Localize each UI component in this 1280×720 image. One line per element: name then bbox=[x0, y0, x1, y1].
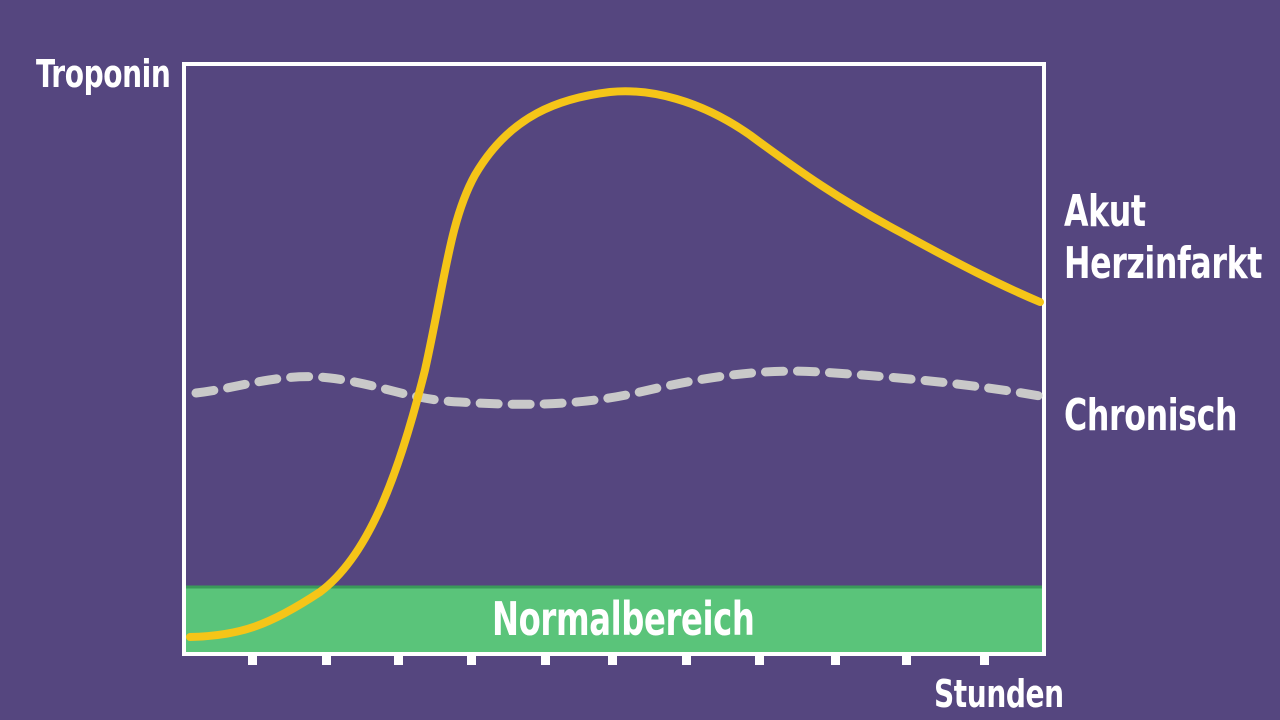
series-label-chronisch: Chronisch bbox=[1064, 390, 1238, 441]
series-label-akut: Akut Herzinfarkt bbox=[1064, 186, 1262, 290]
series-label-akut-line2: Herzinfarkt bbox=[1064, 238, 1262, 289]
x-axis-label: Stunden bbox=[934, 672, 1064, 716]
series-label-akut-line1: Akut bbox=[1064, 186, 1146, 237]
series-akut-herzinfarkt-line bbox=[186, 87, 1044, 641]
normal-range-label: Normalbereich bbox=[492, 592, 755, 646]
plot-frame bbox=[182, 62, 1046, 656]
x-axis-ticks bbox=[248, 655, 989, 665]
normal-range-band bbox=[186, 586, 1042, 652]
y-axis-label: Troponin bbox=[36, 52, 171, 96]
series-chronisch-line bbox=[191, 366, 1045, 409]
